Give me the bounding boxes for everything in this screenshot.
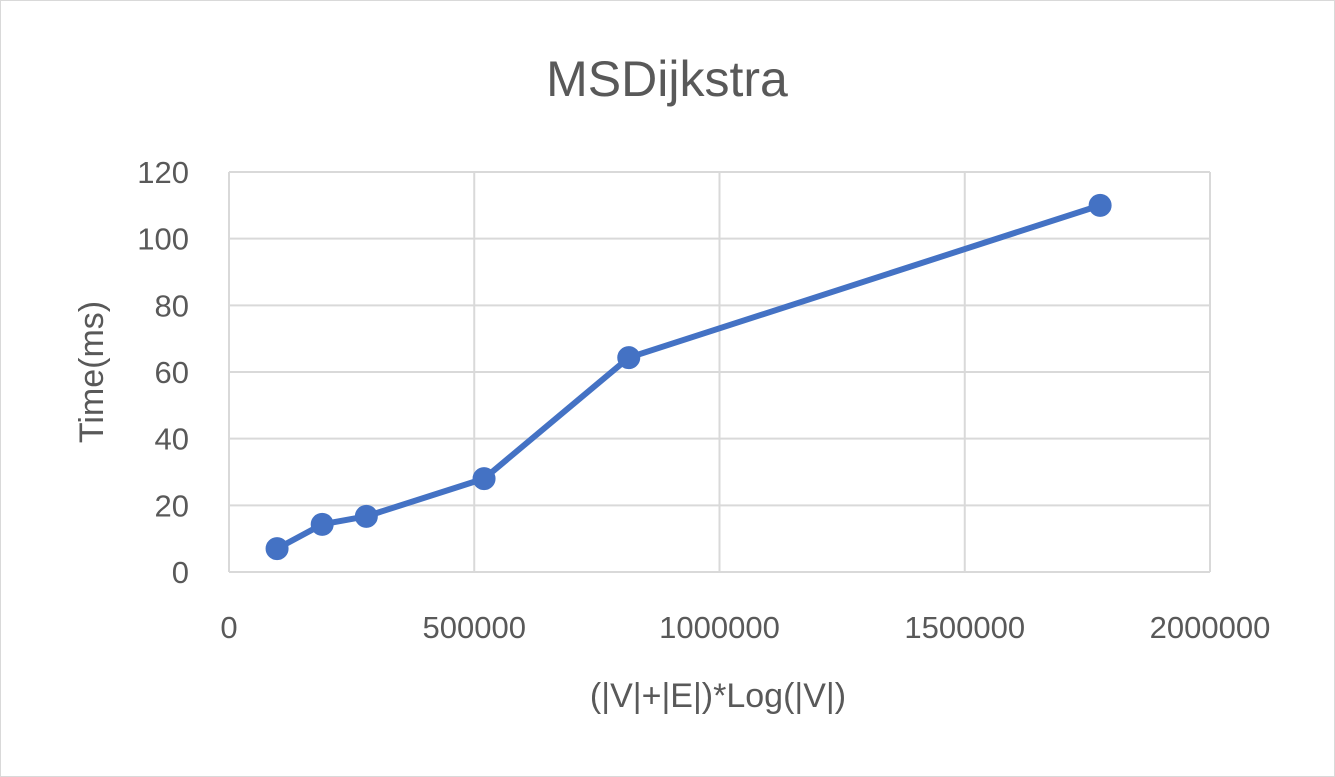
- y-tick-label: 0: [172, 555, 189, 590]
- series-layer: [265, 193, 1112, 561]
- data-point: [617, 346, 641, 370]
- y-tick-label: 40: [155, 422, 189, 457]
- data-point: [1088, 193, 1112, 217]
- x-tick-label: 0: [220, 610, 237, 645]
- data-point: [354, 504, 378, 528]
- y-axis-tick-labels: 0 20 40 60 80 100 120: [137, 155, 189, 590]
- y-tick-label: 20: [155, 488, 189, 523]
- x-axis-tick-labels: 0 500000 1000000 1500000 2000000: [220, 610, 1270, 645]
- y-tick-label: 80: [155, 288, 189, 323]
- x-tick-label: 500000: [423, 610, 526, 645]
- y-axis-title: Time(ms): [73, 301, 111, 443]
- y-tick-label: 60: [155, 355, 189, 390]
- data-point: [472, 467, 496, 491]
- x-tick-label: 1000000: [659, 610, 780, 645]
- series-line: [274, 202, 1104, 552]
- chart-title: MSDijkstra: [546, 51, 788, 107]
- x-axis-title: (|V|+|E|)*Log(|V|): [590, 677, 846, 715]
- x-tick-label: 1500000: [904, 610, 1025, 645]
- y-tick-label: 100: [137, 222, 189, 257]
- data-point: [265, 537, 289, 561]
- y-tick-label: 120: [137, 155, 189, 190]
- data-point: [310, 512, 334, 536]
- x-tick-label: 2000000: [1150, 610, 1271, 645]
